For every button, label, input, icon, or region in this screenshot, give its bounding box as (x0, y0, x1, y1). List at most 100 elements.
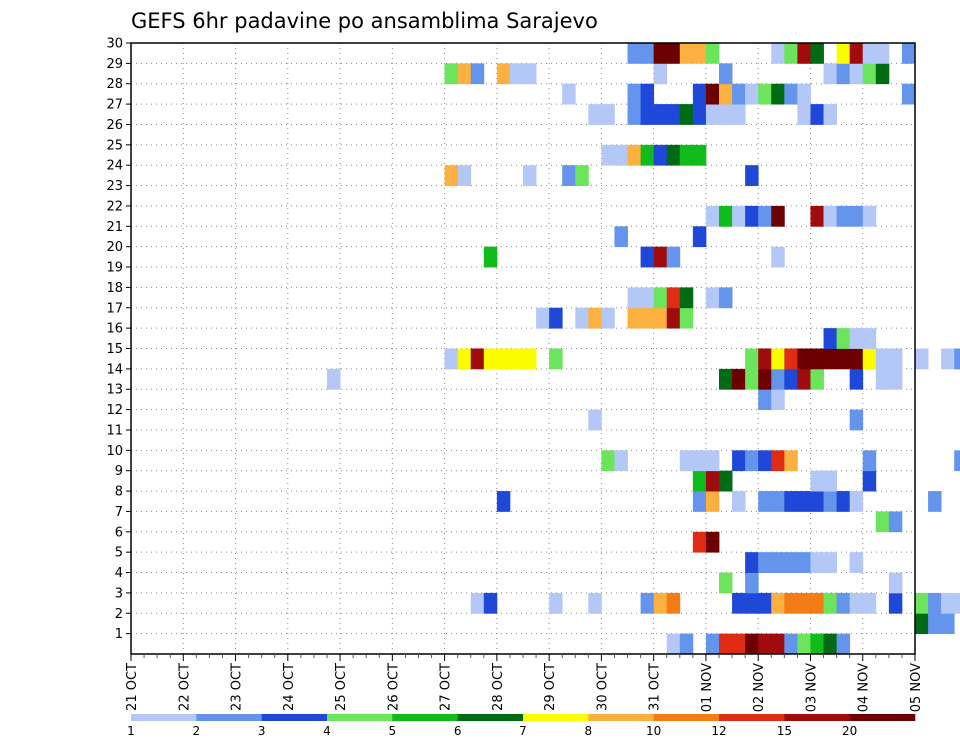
heatmap-cell (875, 63, 890, 85)
x-tick-label: 22 OCT (177, 663, 192, 711)
heatmap-cell (915, 592, 929, 614)
x-tick-label: 02 NOV (752, 663, 767, 712)
heatmap-cell (810, 43, 824, 64)
heatmap-cell (888, 348, 903, 370)
legend-label: 4 (323, 724, 331, 738)
heatmap-cell (483, 348, 498, 370)
heatmap-cell (849, 368, 864, 390)
heatmap-cell (627, 287, 641, 309)
heatmap-cell (705, 43, 720, 64)
heatmap-cell (588, 592, 602, 614)
legend-swatch (196, 714, 262, 721)
legend-label: 15 (777, 724, 792, 738)
heatmap-cell (692, 83, 707, 105)
heatmap-cell (653, 592, 668, 614)
heatmap-cell (614, 226, 628, 248)
y-tick-label: 20 (106, 240, 123, 255)
heatmap-cell (601, 104, 615, 125)
heatmap-cell (849, 552, 864, 573)
heatmap-cell (784, 592, 798, 614)
heatmap-cell (549, 592, 563, 614)
legend-swatch (261, 714, 328, 721)
heatmap-cell (758, 552, 772, 573)
heatmap-cell (771, 246, 785, 268)
x-tick-label: 01 NOV (700, 663, 715, 712)
heatmap-cell (888, 368, 903, 390)
heatmap-cell (562, 165, 576, 186)
heatmap-cell (888, 592, 903, 614)
heatmap-cell (862, 43, 877, 64)
heatmap-cell (810, 633, 824, 655)
legend-label: 8 (585, 724, 593, 738)
heatmap-cell (627, 307, 641, 329)
heatmap-cell (483, 246, 498, 268)
heatmap-cell (705, 450, 720, 472)
heatmap-cell (823, 328, 837, 349)
y-tick-label: 27 (106, 98, 123, 113)
heatmap-cell (679, 144, 694, 166)
heatmap-cell (732, 592, 746, 614)
heatmap-cell (758, 592, 772, 614)
heatmap-cell (666, 144, 681, 166)
heatmap-cell (810, 552, 824, 573)
heatmap-cell (771, 83, 785, 105)
heatmap-cell (849, 491, 864, 512)
y-tick-label: 8 (115, 485, 123, 500)
heatmap-cell (575, 307, 589, 329)
y-tick-label: 21 (106, 220, 123, 235)
heatmap-cell (483, 592, 498, 614)
heatmap-cell (771, 633, 785, 655)
heatmap-cell (679, 633, 694, 655)
heatmap-cell (588, 409, 602, 431)
legend-label: 5 (389, 724, 397, 738)
heatmap-cell (732, 633, 746, 655)
heatmap-cell (823, 104, 837, 125)
heatmap-cell (915, 613, 929, 635)
heatmap-cell (928, 491, 942, 512)
y-tick-label: 14 (106, 362, 123, 377)
heatmap-cell (601, 307, 615, 329)
heatmap-cell (784, 83, 798, 105)
heatmap-cell (784, 368, 798, 390)
x-tick-label: 31 OCT (648, 663, 663, 711)
legend-swatch (588, 714, 654, 721)
heatmap-cell (692, 491, 707, 512)
legend-swatch (327, 714, 393, 721)
heatmap-cell (797, 491, 811, 512)
heatmap-cell (849, 63, 864, 85)
legend-label: 2 (193, 724, 201, 738)
heatmap-cell (745, 633, 759, 655)
heatmap-cell (771, 450, 785, 472)
heatmap-cell (901, 43, 916, 64)
heatmap-cell (941, 613, 955, 635)
heatmap-cell (679, 307, 694, 329)
heatmap-cell (888, 572, 903, 594)
heatmap-cell (849, 592, 864, 614)
heatmap-cell (797, 104, 811, 125)
heatmap-cell (823, 491, 837, 512)
heatmap-cell (784, 450, 798, 472)
heatmap-cell (810, 104, 824, 125)
heatmap-cell (732, 205, 746, 227)
heatmap-cell (758, 389, 772, 410)
y-tick-label: 6 (115, 525, 123, 540)
heatmap-cell (928, 613, 942, 635)
heatmap-cell (457, 165, 472, 186)
heatmap-cell (797, 43, 811, 64)
heatmap-cell (705, 104, 720, 125)
heatmap-cell (784, 43, 798, 64)
heatmap-cell (666, 633, 681, 655)
legend-swatch (131, 714, 197, 721)
heatmap-cell (862, 450, 877, 472)
heatmap-cell (758, 83, 772, 105)
heatmap-cell (496, 348, 511, 370)
heatmap-cell (862, 328, 877, 349)
legend-label: 1 (127, 724, 135, 738)
heatmap-cell (523, 165, 537, 186)
heatmap-cell (797, 592, 811, 614)
y-tick-label: 22 (106, 199, 123, 214)
y-tick-label: 4 (115, 566, 123, 581)
heatmap-cell (627, 144, 641, 166)
y-tick-label: 19 (106, 261, 123, 276)
y-tick-label: 3 (115, 586, 123, 601)
